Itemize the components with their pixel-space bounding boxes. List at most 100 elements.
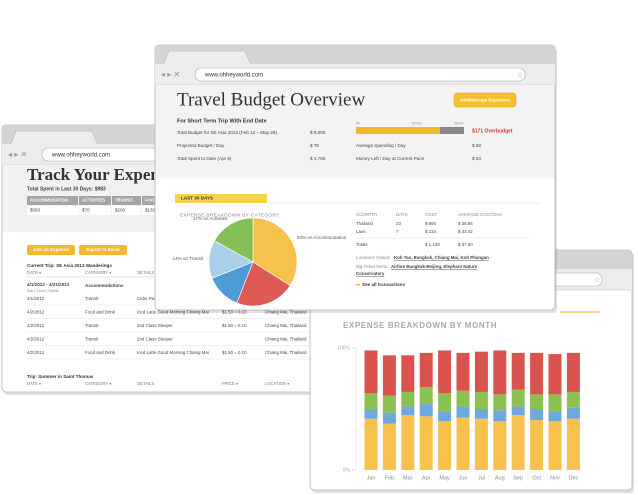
bullet	[356, 284, 360, 286]
pie-slice	[236, 261, 291, 307]
button[interactable]	[79, 245, 127, 255]
table-cell: Thailand	[356, 221, 373, 226]
star: ☆	[517, 71, 523, 79]
cell: Transit	[85, 323, 99, 328]
cell: $1.50 = 0.10	[222, 310, 247, 315]
bar-segment	[382, 412, 396, 424]
bar-segment	[511, 406, 525, 416]
table-header: AVERAGE COST/DAY	[458, 212, 502, 217]
cell: Food and Drink	[85, 350, 116, 355]
summary-header-cell	[27, 196, 78, 205]
table-cell: $ 38.86	[458, 221, 473, 226]
x-tick-label: Nov	[550, 475, 560, 481]
section-label: LAST 30 DAYS	[181, 196, 213, 201]
pie-label: 34% on Accommodation	[297, 235, 347, 240]
budget-label: Projected Budget / Day	[177, 143, 225, 148]
bar-segment	[438, 393, 452, 412]
bar-segment	[548, 421, 562, 470]
bar-segment	[438, 350, 452, 394]
table-cell: $ 234	[425, 229, 437, 234]
budget-value: $ 4,760	[310, 156, 326, 161]
bar-segment	[530, 419, 544, 470]
pace-label: Average Spending / Day	[356, 143, 406, 148]
bar-segment	[456, 390, 470, 407]
summary-header: ACCOMMODATION	[30, 198, 68, 203]
x-tick-label: Apr	[422, 475, 431, 481]
table-cell: Totals	[356, 242, 368, 247]
cell: Cebu Pacific	[137, 296, 162, 301]
bar-segment	[511, 415, 525, 470]
x-tick-label: Feb	[385, 475, 394, 481]
summary-value: $130	[145, 208, 156, 213]
summary-header: TRANSIT	[115, 198, 134, 203]
cell: Chiang Mai, Thailand	[265, 350, 307, 355]
progress-label: $4760	[412, 121, 422, 125]
button-label: Add/Manage Expenses	[460, 98, 510, 103]
bar-segment	[438, 421, 452, 470]
tab-bar	[155, 45, 555, 65]
table-header: DAYS	[396, 212, 408, 217]
bar-segment	[493, 394, 507, 411]
pie-slice	[214, 217, 254, 263]
cell: Chiang Mai, Thailand	[265, 337, 307, 342]
bar-segment	[382, 355, 396, 396]
summary-header: ACTIVITIES	[82, 198, 105, 203]
bar-segment	[548, 394, 562, 412]
bar-segment	[511, 352, 525, 390]
bar-segment	[419, 387, 433, 405]
x-tick-label: Mar	[403, 475, 413, 481]
bar-segment	[493, 421, 507, 470]
big-ticket-label: Big Ticket Items:	[356, 264, 388, 269]
button[interactable]	[453, 92, 517, 108]
cell: 2nd Class Sleeper	[137, 323, 173, 328]
see-all-link[interactable]: See all transactions	[362, 282, 406, 287]
table-cell: Laos	[356, 229, 366, 234]
table-header: COUNTRY	[356, 212, 378, 217]
button[interactable]	[27, 245, 75, 255]
pie-label: 17% on Activities	[193, 216, 228, 221]
bar-segment	[493, 410, 507, 422]
bar-segment	[419, 416, 433, 470]
bar-segment	[364, 350, 378, 394]
cell: 2nd Class Sleeper	[137, 337, 173, 342]
bar-segment	[474, 351, 488, 392]
column-header: DETAILS	[137, 381, 154, 386]
cell: 4/2/2012	[27, 323, 45, 328]
bar-segment	[566, 352, 580, 392]
page-title: Travel Budget Overview	[177, 89, 365, 110]
x-tick-label: Jan	[367, 475, 376, 481]
nav-buttons: ◂ ▸ ✕	[161, 70, 180, 79]
cell: Iced Latte Good Morning Chiang Mai	[137, 350, 209, 355]
budget-value: $ 75	[310, 143, 319, 148]
bar-segment	[530, 409, 544, 420]
y-tick-label: 100%	[337, 345, 350, 351]
address-bar	[194, 67, 526, 82]
column-header: PRICE ▾	[222, 381, 238, 386]
star: ☆	[594, 276, 600, 284]
bar-segment	[530, 394, 544, 409]
budget-window: ◂ ▸ ✕ www.ohheyworld.com ☆ Travel Budget Ov…	[154, 44, 557, 313]
summary-value: $583	[30, 208, 41, 213]
section-tag	[175, 194, 267, 203]
table-cell: $ 37.60	[458, 242, 473, 247]
tab	[162, 50, 252, 66]
bar-segment	[401, 355, 415, 392]
cell: 4/2/2012	[27, 337, 45, 342]
bar-segment	[382, 395, 396, 413]
bar-segment	[474, 409, 488, 419]
bar-segment	[382, 423, 396, 470]
button-label: Export to Excel	[86, 247, 119, 252]
cell: Food and Drink	[85, 310, 116, 315]
locations-label: Locations Visited:	[356, 255, 390, 260]
date-range: 4/1/2012 - 4/31/2012	[27, 282, 70, 287]
summary-value: $200	[115, 208, 126, 213]
subtitle: For Short Term Trip With End Date	[177, 118, 267, 124]
pace-label: Money Left / Day at Current Pace	[356, 156, 425, 161]
x-tick-label: Jun	[459, 475, 468, 481]
bar-segment	[456, 352, 470, 391]
cell: 4/2/2012	[27, 310, 45, 315]
table-cell: 23	[396, 221, 401, 226]
range-category: Accommodations	[85, 283, 124, 288]
bar-segment	[566, 418, 580, 470]
